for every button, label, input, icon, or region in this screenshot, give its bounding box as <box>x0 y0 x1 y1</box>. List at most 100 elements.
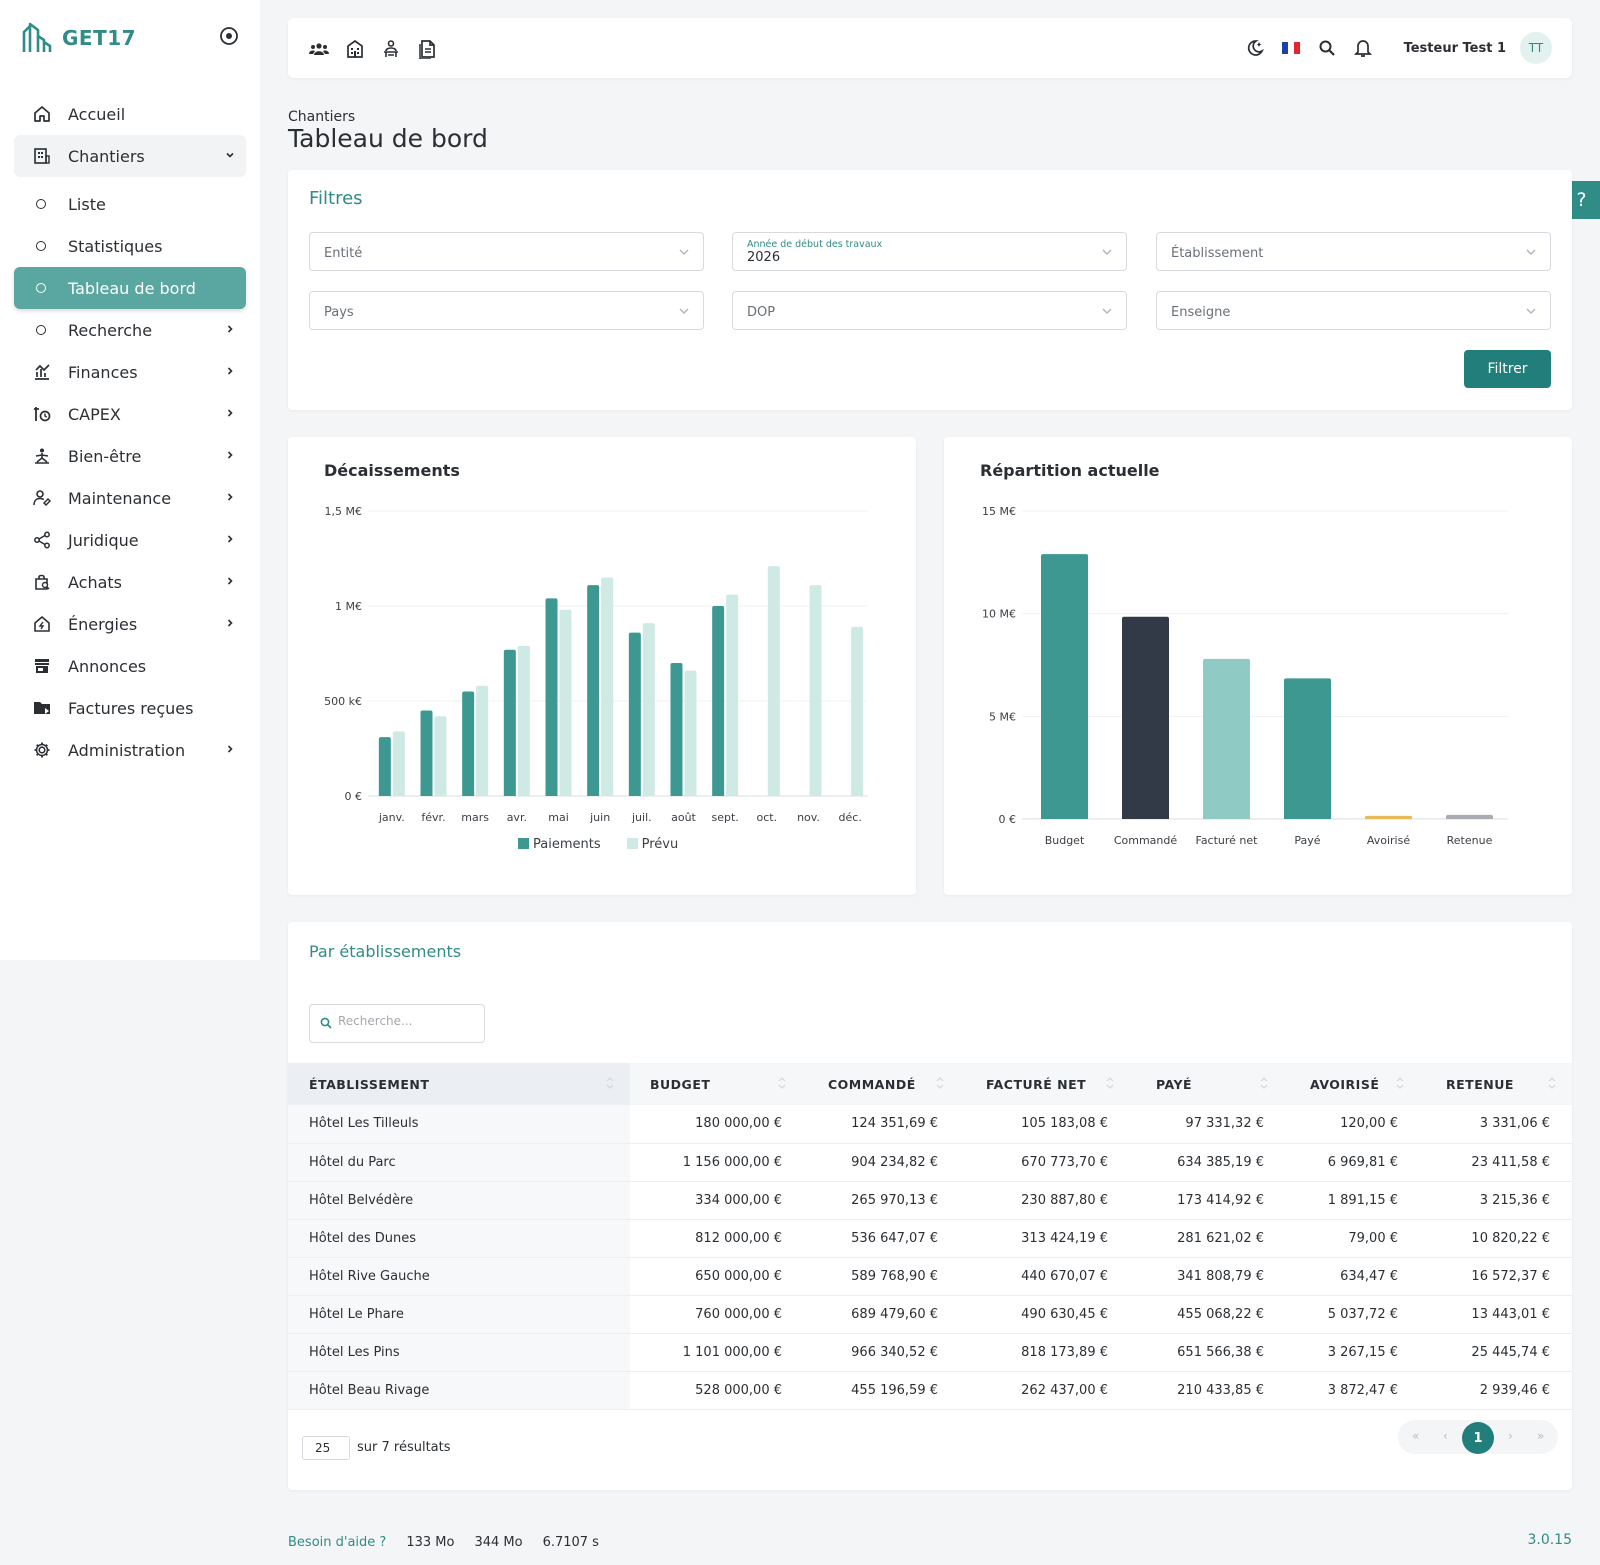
page-size-select[interactable]: 25 <box>302 1436 350 1460</box>
table-cell: 1 101 000,00 € <box>630 1333 802 1372</box>
breadcrumb[interactable]: Chantiers <box>288 109 356 125</box>
table-cell: 79,00 € <box>1284 1219 1420 1258</box>
document-icon[interactable] <box>416 38 438 60</box>
sidebar-item-capex[interactable]: CAPEX <box>14 393 246 435</box>
page-1-button[interactable]: 1 <box>1462 1422 1494 1454</box>
x-tick-label: févr. <box>421 811 445 824</box>
sort-icon[interactable] <box>1260 1077 1268 1089</box>
table-cell: 440 670,07 € <box>960 1257 1130 1296</box>
column-header[interactable]: AVOIRISÉ <box>1284 1063 1420 1105</box>
sidebar-item-accueil[interactable]: Accueil <box>14 93 246 135</box>
sidebar-item-administration[interactable]: Administration <box>14 729 246 771</box>
table-row[interactable]: Hôtel du Parc 1 156 000,00 €904 234,82 €6… <box>288 1143 1572 1182</box>
legend-item-prevu[interactable]: Prévu <box>626 837 678 852</box>
sort-icon[interactable] <box>606 1077 614 1089</box>
column-header-label: BUDGET <box>650 1076 711 1092</box>
annee-value: 2026 <box>747 250 781 265</box>
sidebar-item-maintenance[interactable]: Maintenance <box>14 477 246 519</box>
bar-prevu <box>726 594 739 796</box>
legend-item-paiements[interactable]: Paiements <box>518 837 601 852</box>
sidebar-item-factures-recues[interactable]: Factures reçues <box>14 687 246 729</box>
column-header[interactable]: RETENUE <box>1420 1063 1572 1105</box>
capex-icon <box>32 404 52 424</box>
sort-icon[interactable] <box>778 1077 786 1089</box>
enseigne-select[interactable]: Enseigne <box>1156 291 1551 330</box>
bar-paiements <box>587 585 600 796</box>
x-tick-label: nov. <box>797 811 820 824</box>
chevron-right-icon <box>224 533 236 545</box>
dop-select[interactable]: DOP <box>732 291 1127 330</box>
table-row[interactable]: Hôtel Les Tilleuls 180 000,00 €124 351,69… <box>288 1105 1572 1144</box>
column-header[interactable]: ÉTABLISSEMENT <box>288 1063 630 1105</box>
sidebar-item-chantiers[interactable]: Chantiers <box>14 135 246 177</box>
table-cell: 180 000,00 € <box>630 1105 802 1144</box>
column-header[interactable]: FACTURÉ NET <box>960 1063 1130 1105</box>
brand[interactable]: GET17 <box>22 22 136 54</box>
sidebar-subitem-statistiques[interactable]: Statistiques <box>14 225 246 267</box>
chevron-right-icon <box>224 743 236 755</box>
help-link[interactable]: Besoin d'aide ? <box>288 1535 387 1550</box>
table-cell: 120,00 € <box>1284 1105 1420 1144</box>
sidebar-item-label: CAPEX <box>68 404 121 424</box>
sidebar-item-label: Tableau de bord <box>68 278 196 298</box>
table-cell: Hôtel du Parc <box>288 1143 630 1182</box>
sidebar-item-annonces[interactable]: Annonces <box>14 645 246 687</box>
sidebar-item-energies[interactable]: Énergies <box>14 603 246 645</box>
table-row[interactable]: Hôtel Le Phare 760 000,00 €689 479,60 €49… <box>288 1295 1572 1334</box>
column-header-label: COMMANDÉ <box>828 1076 916 1092</box>
sidebar-toggle-icon[interactable] <box>219 26 239 46</box>
sidebar-item-juridique[interactable]: Juridique <box>14 519 246 561</box>
table-search[interactable] <box>309 1004 485 1043</box>
chevron-down-icon <box>1102 307 1112 315</box>
table-row[interactable]: Hôtel Belvédère 334 000,00 €265 970,13 €2… <box>288 1181 1572 1220</box>
dark-mode-moon-icon[interactable] <box>1244 37 1266 59</box>
sidebar-item-finances[interactable]: Finances <box>14 351 246 393</box>
table-cell: 3 872,47 € <box>1284 1371 1420 1410</box>
topbar: Testeur Test 1 TT <box>288 18 1572 78</box>
sort-icon[interactable] <box>1106 1077 1114 1089</box>
etablissement-select[interactable]: Établissement <box>1156 232 1551 271</box>
bar-prevu <box>601 577 614 796</box>
last-page-button[interactable]: » <box>1537 1429 1545 1443</box>
column-header[interactable]: BUDGET <box>630 1063 802 1105</box>
first-page-button[interactable]: « <box>1412 1429 1420 1443</box>
table-row[interactable]: Hôtel Beau Rivage 528 000,00 €455 196,59 … <box>288 1371 1572 1410</box>
search-icon[interactable] <box>1316 37 1338 59</box>
logo-buildings-icon <box>22 22 52 54</box>
table-row[interactable]: Hôtel Les Pins 1 101 000,00 €966 340,52 €… <box>288 1333 1572 1372</box>
annee-debut-travaux-select[interactable]: Année de début des travaux 2026 <box>732 232 1127 271</box>
sidebar-item-bien-etre[interactable]: Bien-être <box>14 435 246 477</box>
sort-icon[interactable] <box>1548 1077 1556 1089</box>
column-header[interactable]: PAYÉ <box>1130 1063 1284 1105</box>
pays-select[interactable]: Pays <box>309 291 704 330</box>
prev-page-button[interactable]: ‹ <box>1443 1429 1448 1443</box>
bell-icon[interactable] <box>1352 37 1374 59</box>
sidebar-subitem-liste[interactable]: Liste <box>14 183 246 225</box>
sidebar-item-label: Administration <box>68 740 186 760</box>
column-header[interactable]: COMMANDÉ <box>802 1063 960 1105</box>
sidebar-subitem-recherche[interactable]: Recherche <box>14 309 246 351</box>
x-tick-label: août <box>671 811 696 824</box>
chevron-right-icon <box>224 323 236 335</box>
user-name[interactable]: Testeur Test 1 <box>1403 40 1506 56</box>
hotel-building-icon[interactable] <box>344 38 366 60</box>
next-page-button[interactable]: › <box>1508 1429 1513 1443</box>
entite-select[interactable]: Entité <box>309 232 704 271</box>
users-group-icon[interactable] <box>308 38 330 60</box>
table-row[interactable]: Hôtel des Dunes 812 000,00 €536 647,07 €3… <box>288 1219 1572 1258</box>
sidebar-subitem-tableau-de-bord[interactable]: Tableau de bord <box>14 267 246 309</box>
finance-chart-icon <box>32 362 52 382</box>
filter-button[interactable]: Filtrer <box>1464 350 1551 388</box>
avatar[interactable]: TT <box>1520 32 1552 64</box>
folder-icon <box>32 698 52 718</box>
table-row[interactable]: Hôtel Rive Gauche 650 000,00 €589 768,90 … <box>288 1257 1572 1296</box>
language-flag-fr-icon[interactable] <box>1280 37 1302 59</box>
sidebar-item-label: Achats <box>68 572 123 592</box>
search-input[interactable] <box>338 1014 478 1028</box>
person-desk-icon[interactable] <box>380 38 402 60</box>
column-header-label: AVOIRISÉ <box>1310 1076 1380 1092</box>
sort-icon[interactable] <box>936 1077 944 1089</box>
sidebar-item-achats[interactable]: Achats <box>14 561 246 603</box>
sort-icon[interactable] <box>1396 1077 1404 1089</box>
share-icon <box>32 530 52 550</box>
